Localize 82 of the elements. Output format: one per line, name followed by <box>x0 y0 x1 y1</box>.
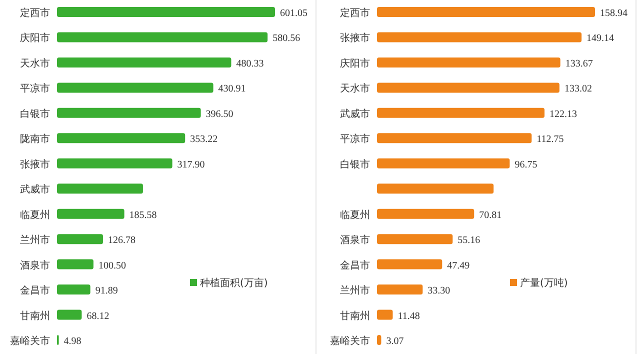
data-label: 133.02 <box>564 84 592 95</box>
legend-label: 产量(万吨) <box>520 277 568 289</box>
data-label: 353.22 <box>190 134 218 146</box>
y-tick-label: 金昌市 <box>340 259 370 272</box>
data-label: 33.30 <box>428 286 450 297</box>
y-tick-label: 嘉峪关市 <box>330 335 370 347</box>
bar <box>377 133 532 144</box>
data-label: 601.05 <box>280 8 308 19</box>
data-label: 4.98 <box>64 336 82 347</box>
data-label: 112.75 <box>536 134 564 146</box>
bar <box>57 82 214 93</box>
data-label: 580.56 <box>272 33 300 44</box>
data-label: 70.81 <box>479 210 502 221</box>
y-tick-label: 兰州市 <box>20 234 50 246</box>
y-tick-label: 平凉市 <box>340 133 370 146</box>
bar <box>57 208 124 219</box>
data-label: 158.94 <box>600 8 628 19</box>
bar <box>377 184 494 194</box>
data-label: 122.13 <box>550 108 578 120</box>
bar <box>57 108 201 118</box>
data-label: 55.16 <box>458 235 480 246</box>
bar <box>377 57 560 68</box>
data-label: 126.78 <box>108 235 136 246</box>
y-tick-label: 定西市 <box>20 7 50 19</box>
y-tick-label: 临夏州 <box>20 208 50 221</box>
bar <box>57 184 143 194</box>
bar <box>377 82 560 93</box>
y-tick-label: 甘南州 <box>20 310 50 322</box>
y-tick-label: 天水市 <box>340 82 370 95</box>
y-tick-label: 庆阳市 <box>20 32 50 44</box>
data-label: 96.75 <box>514 159 538 170</box>
y-tick-label: 天水市 <box>20 57 50 70</box>
y-tick-label: 武威市 <box>20 184 50 196</box>
y-tick-label: 白银市 <box>20 108 50 120</box>
bar <box>57 234 103 244</box>
y-tick-label: 武威市 <box>340 108 370 120</box>
bar <box>57 7 275 17</box>
bar <box>57 32 268 42</box>
bar <box>377 208 474 219</box>
y-tick-label: 酒泉市 <box>340 234 370 246</box>
bar <box>377 32 582 42</box>
y-tick-label: 庆阳市 <box>340 57 370 70</box>
y-tick-label: 平凉市 <box>20 82 50 95</box>
data-label: 100.50 <box>98 260 126 272</box>
bar <box>57 57 232 68</box>
bar <box>377 234 453 244</box>
bar <box>377 310 393 320</box>
data-label: 133.67 <box>565 58 593 70</box>
y-tick-label: 金昌市 <box>20 284 50 297</box>
y-tick-label: 陇南市 <box>20 133 50 146</box>
bar <box>377 158 510 168</box>
bar <box>57 133 186 144</box>
data-label: 430.91 <box>218 84 246 95</box>
data-label: 11.48 <box>398 310 420 322</box>
y-tick-label: 酒泉市 <box>20 259 50 272</box>
legend-label: 种植面积(万亩) <box>200 277 268 289</box>
data-label: 480.33 <box>236 58 264 70</box>
y-tick-label: 定西市 <box>340 7 370 19</box>
data-label: 68.12 <box>86 310 110 322</box>
data-label: 3.07 <box>386 336 404 347</box>
bar <box>57 284 90 295</box>
data-label: 317.90 <box>177 159 205 170</box>
bar <box>57 259 94 270</box>
bar <box>377 7 595 17</box>
data-label: 185.58 <box>129 210 157 221</box>
bar <box>377 108 545 118</box>
data-label: 396.50 <box>206 108 234 120</box>
data-label: 149.14 <box>586 33 614 44</box>
y-tick-label: 兰州市 <box>340 284 370 297</box>
y-tick-label: 张掖市 <box>20 158 50 170</box>
bar <box>57 158 172 168</box>
bar <box>377 259 442 270</box>
bar <box>377 335 382 345</box>
y-tick-label: 嘉峪关市 <box>10 335 50 347</box>
y-tick-label: 临夏州 <box>340 208 370 221</box>
bar <box>377 284 423 295</box>
y-tick-label: 白银市 <box>340 158 370 170</box>
data-label: 47.49 <box>447 260 470 272</box>
y-tick-label: 甘南州 <box>340 310 370 322</box>
bar <box>57 310 82 320</box>
data-label: 91.89 <box>95 286 118 297</box>
y-tick-label: 张掖市 <box>340 32 370 44</box>
